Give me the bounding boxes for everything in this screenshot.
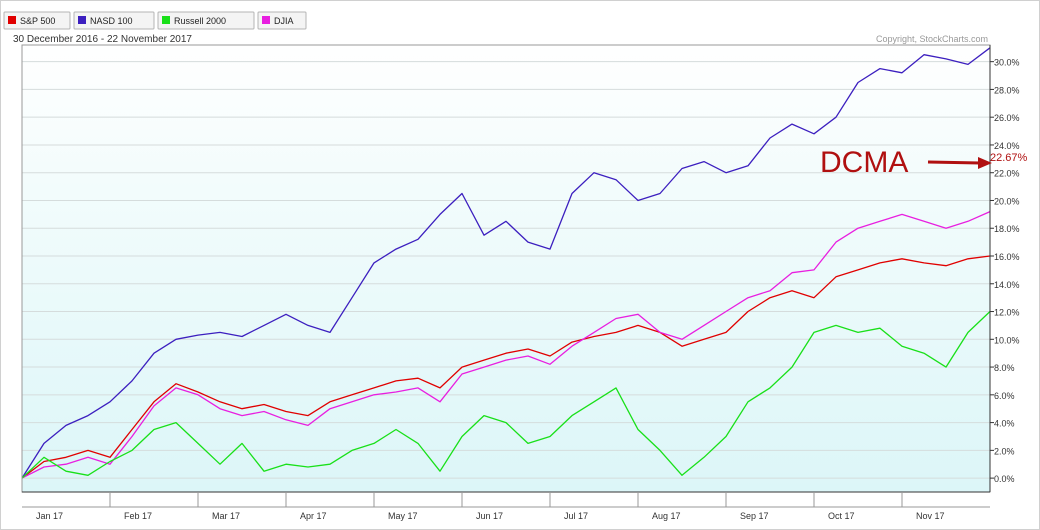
x-tick-label: Jul 17 [564,511,588,521]
legend-button-frame [3,11,71,30]
legend-swatch [8,16,16,24]
legend-label: NASD 100 [90,16,133,26]
series-line-nasd-100 [21,47,991,479]
annotation-value: 22.67% [990,152,1028,164]
x-tick-label: Jun 17 [476,511,503,521]
x-tick-label: Nov 17 [916,511,945,521]
legend-swatch [78,16,86,24]
annotation-arrow-head [978,157,992,169]
y-tick-label: 12.0% [994,308,1020,318]
x-tick-label: Oct 17 [828,511,855,521]
series-line-djia [21,211,991,479]
series-line-russell-2000 [21,311,991,479]
legend-item-djia[interactable]: DJIA [257,11,307,30]
y-tick-label: 26.0% [994,113,1020,123]
legend-label: Russell 2000 [174,16,226,26]
series-lines [21,47,991,479]
y-tick-label: 4.0% [994,419,1015,429]
x-axis-ticks: Jan 17 Feb 17 Mar 17 Apr 17 May 17 Jun 17 Jul … [36,492,945,521]
series-line-s-p-500 [21,255,991,479]
y-tick-label: 10.0% [994,335,1020,345]
y-tick-label: 8.0% [994,363,1015,373]
legend-swatch [162,16,170,24]
annotation-arrow-shaft [927,160,981,165]
x-tick-label: May 17 [388,511,418,521]
legend-label: S&P 500 [20,16,55,26]
legend: S&P 500 NASD 100 Russell 2000 DJIA [3,11,307,30]
y-tick-label: 14.0% [994,280,1020,290]
dcma-annotation: DCMA [820,146,908,179]
x-tick-label: Mar 17 [212,511,240,521]
y-tick-label: 6.0% [994,391,1015,401]
legend-swatch [262,16,270,24]
y-tick-label: 0.0% [994,474,1015,484]
x-tick-label: Sep 17 [740,511,769,521]
y-axis-ticks: 0.0% 2.0% 4.0% 6.0% 8.0% 10.0% 12.0% 14.0% 16.0%… [990,58,1020,484]
plot-area [22,45,990,492]
copyright: Copyright, StockCharts.com [876,34,988,44]
date-range: 30 December 2016 - 22 November 2017 [13,34,192,45]
y-tick-label: 28.0% [994,85,1020,95]
y-tick-label: 24.0% [994,141,1020,151]
y-tick-label: 18.0% [994,224,1020,234]
x-tick-label: Apr 17 [300,511,327,521]
x-tick-label: Jan 17 [36,511,63,521]
y-tick-label: 20.0% [994,196,1020,206]
y-tick-label: 22.0% [994,169,1020,179]
grid [22,61,990,479]
legend-button-frame [73,11,155,30]
legend-item-nasd-100[interactable]: NASD 100 [73,11,155,30]
legend-item-s-p-500[interactable]: S&P 500 [3,11,71,30]
legend-label: DJIA [274,16,294,26]
y-tick-label: 30.0% [994,58,1020,68]
legend-button-frame [157,11,255,30]
x-tick-label: Aug 17 [652,511,681,521]
y-tick-label: 16.0% [994,252,1020,262]
legend-item-russell-2000[interactable]: Russell 2000 [157,11,255,30]
x-tick-label: Feb 17 [124,511,152,521]
y-tick-label: 2.0% [994,446,1015,456]
